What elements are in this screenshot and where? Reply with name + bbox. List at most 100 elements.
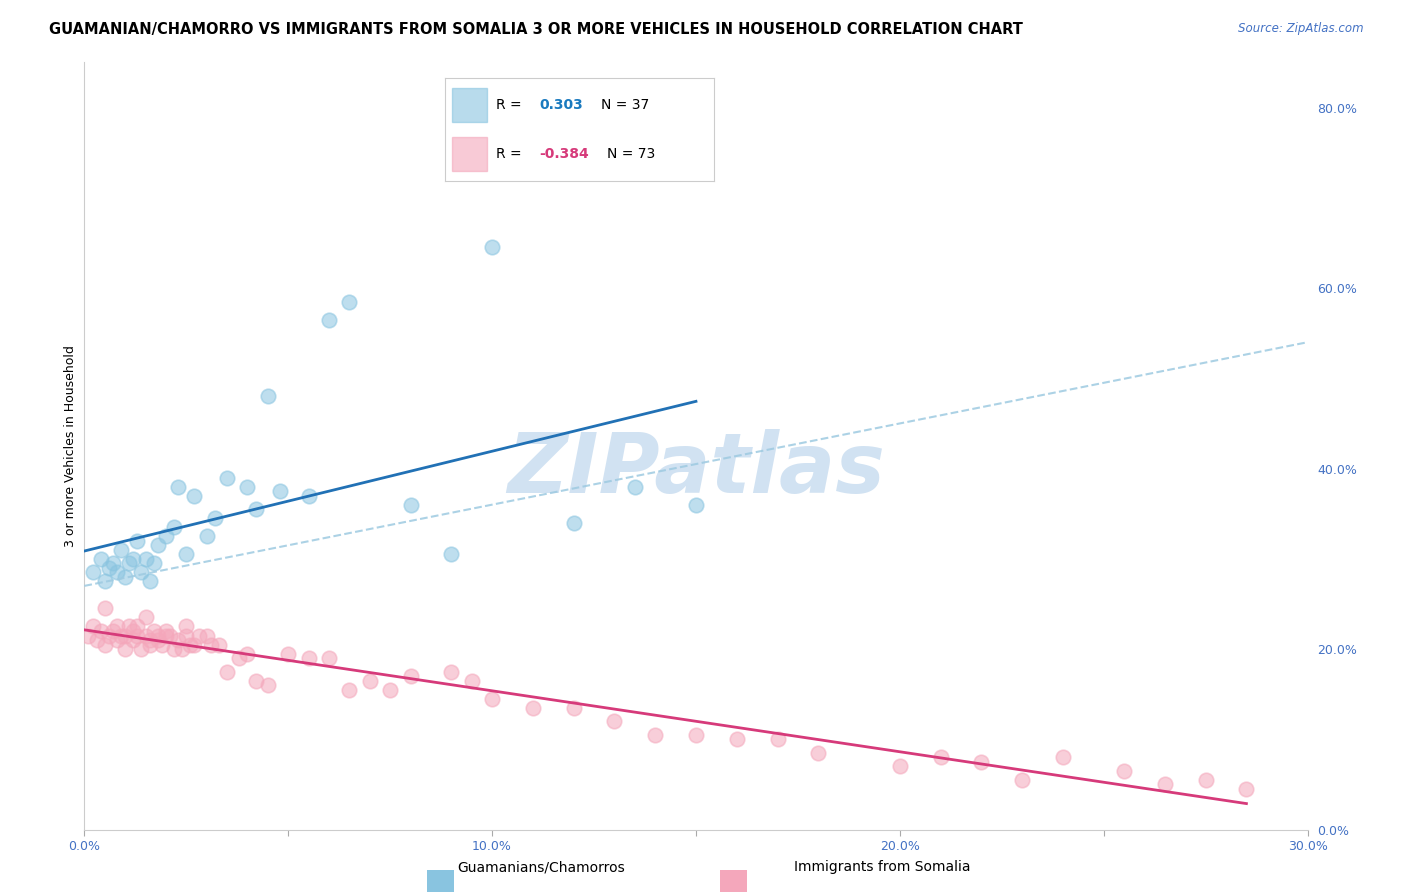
Point (245, 673, 267, 688)
Point (187, 628, 209, 642)
Point (440, 547, 463, 561)
Point (440, 665, 463, 679)
Text: Guamanians/Chamorros: Guamanians/Chamorros (457, 860, 624, 874)
Point (105, 633, 128, 648)
Point (208, 638, 231, 652)
Point (146, 538, 169, 552)
Point (114, 628, 136, 642)
Point (118, 557, 141, 571)
Point (150, 638, 173, 652)
Point (929, 750, 952, 764)
Point (138, 574, 160, 589)
Point (183, 638, 205, 652)
Point (77, 628, 100, 642)
Point (93, 574, 115, 589)
Point (217, 470, 239, 484)
Point (685, 728, 707, 742)
Point (146, 628, 169, 642)
Point (359, 673, 381, 688)
Point (163, 520, 186, 534)
Point (131, 566, 153, 580)
Point (236, 647, 259, 661)
Point (122, 624, 145, 638)
Point (339, 294, 361, 309)
Point (624, 480, 647, 494)
Point (461, 673, 484, 688)
Point (90, 551, 112, 566)
Point (603, 714, 626, 729)
Point (167, 480, 190, 494)
Point (481, 240, 503, 254)
Text: GUAMANIAN/CHAMORRO VS IMMIGRANTS FROM SOMALIA 3 OR MORE VEHICLES IN HOUSEHOLD CO: GUAMANIAN/CHAMORRO VS IMMIGRANTS FROM SO… (49, 22, 1024, 37)
Point (277, 647, 299, 661)
Point (97, 628, 120, 642)
Text: Immigrants from Somalia: Immigrants from Somalia (794, 860, 972, 874)
Point (167, 633, 190, 648)
Point (97, 561, 120, 575)
Point (174, 619, 197, 633)
Point (228, 651, 250, 665)
Point (114, 642, 136, 657)
Point (1052, 750, 1074, 764)
Point (105, 619, 128, 633)
Point (236, 480, 259, 494)
Point (298, 651, 321, 665)
Point (399, 498, 422, 512)
Point (298, 489, 321, 503)
Point (481, 691, 503, 706)
Point (82, 566, 104, 580)
Point (172, 642, 194, 657)
Point (127, 533, 149, 548)
Point (118, 619, 141, 633)
Point (318, 312, 340, 326)
Point (318, 651, 340, 665)
Point (1195, 772, 1218, 787)
Point (163, 642, 186, 657)
Point (138, 633, 160, 648)
Point (970, 755, 993, 769)
Point (155, 624, 177, 638)
Point (122, 633, 145, 648)
Point (245, 502, 267, 516)
Point (142, 624, 165, 638)
Point (101, 557, 124, 571)
Point (138, 638, 160, 652)
Point (86, 633, 108, 648)
Point (105, 566, 128, 580)
Point (380, 682, 402, 697)
Point (195, 529, 218, 543)
Y-axis label: 3 or more Vehicles in Household: 3 or more Vehicles in Household (65, 345, 77, 547)
Point (93, 601, 115, 615)
Point (339, 682, 361, 697)
Point (82, 619, 104, 633)
Point (725, 732, 748, 747)
Point (135, 628, 157, 642)
Point (142, 557, 165, 571)
Point (217, 665, 239, 679)
Point (889, 759, 911, 773)
Point (155, 628, 177, 642)
Point (562, 516, 585, 530)
Point (174, 628, 197, 642)
Point (562, 700, 585, 714)
Point (200, 638, 222, 652)
Point (685, 498, 707, 512)
Point (155, 529, 177, 543)
Point (135, 610, 157, 624)
Point (127, 619, 149, 633)
Point (131, 642, 153, 657)
Point (399, 669, 422, 683)
Point (110, 628, 132, 642)
Point (644, 728, 666, 742)
Point (522, 700, 544, 714)
Point (269, 484, 291, 499)
Point (257, 389, 280, 403)
Point (110, 542, 132, 557)
Point (127, 628, 149, 642)
Text: Source: ZipAtlas.com: Source: ZipAtlas.com (1239, 22, 1364, 36)
Point (101, 624, 124, 638)
Point (1154, 777, 1177, 791)
Point (1011, 772, 1033, 787)
Point (257, 678, 280, 692)
Point (179, 638, 201, 652)
